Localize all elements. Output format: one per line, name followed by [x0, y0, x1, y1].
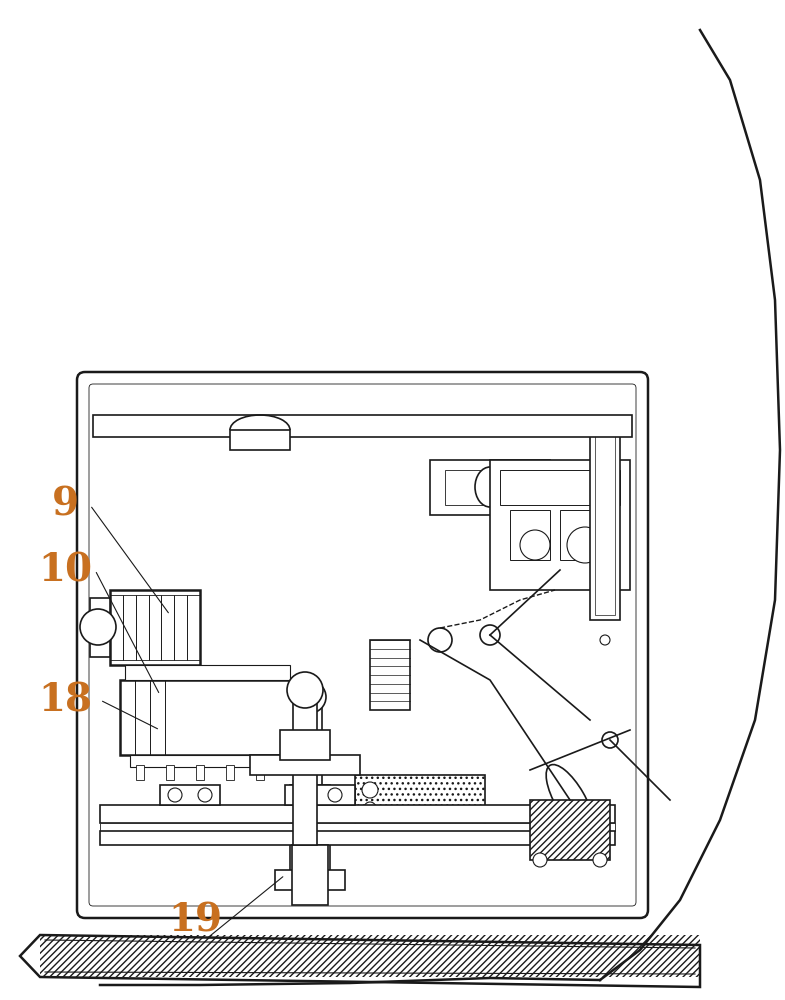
Circle shape — [364, 802, 376, 814]
Bar — [187, 595, 200, 660]
Circle shape — [80, 609, 116, 645]
Bar — [166, 765, 174, 780]
Polygon shape — [20, 935, 700, 987]
Bar — [280, 730, 330, 760]
Circle shape — [298, 788, 312, 802]
Bar — [530, 800, 610, 860]
Circle shape — [328, 788, 342, 802]
Circle shape — [480, 625, 500, 645]
Bar — [160, 785, 220, 805]
Circle shape — [294, 681, 326, 713]
Text: 10: 10 — [38, 551, 92, 589]
Circle shape — [362, 782, 378, 798]
Bar — [130, 755, 285, 767]
Circle shape — [593, 853, 607, 867]
Bar — [90, 598, 110, 657]
Bar — [595, 425, 615, 615]
Bar — [500, 470, 620, 505]
Circle shape — [520, 530, 550, 560]
Circle shape — [168, 788, 182, 802]
Ellipse shape — [546, 765, 593, 835]
Bar — [293, 690, 317, 845]
Bar — [560, 510, 610, 560]
Bar — [445, 470, 535, 505]
Bar — [196, 765, 204, 780]
Text: 19: 19 — [168, 901, 222, 939]
Circle shape — [567, 527, 603, 563]
Bar — [370, 640, 410, 710]
Circle shape — [602, 732, 618, 748]
Bar — [590, 420, 620, 620]
Bar — [93, 415, 632, 437]
Bar — [285, 785, 355, 805]
Bar — [40, 935, 700, 977]
Bar — [250, 755, 360, 775]
Bar — [100, 831, 615, 845]
Text: 18: 18 — [38, 681, 92, 719]
Bar — [136, 595, 148, 660]
Bar — [100, 805, 615, 823]
Bar — [510, 510, 550, 560]
Bar — [490, 460, 630, 590]
Bar — [290, 785, 330, 885]
Bar — [530, 800, 610, 860]
Bar — [430, 460, 550, 515]
Ellipse shape — [475, 467, 505, 507]
Bar — [123, 595, 136, 660]
Bar — [148, 595, 162, 660]
Bar — [298, 705, 322, 785]
Bar — [120, 680, 295, 755]
Circle shape — [600, 635, 610, 645]
Circle shape — [287, 672, 323, 708]
Bar — [226, 765, 234, 780]
Bar — [100, 823, 615, 831]
Bar — [275, 870, 345, 890]
Circle shape — [198, 788, 212, 802]
FancyBboxPatch shape — [77, 372, 648, 918]
Text: 9: 9 — [52, 486, 78, 524]
Bar — [174, 595, 187, 660]
Bar — [256, 765, 264, 780]
Bar — [110, 590, 200, 665]
Bar — [125, 665, 290, 680]
Bar — [110, 595, 123, 660]
Bar — [230, 430, 290, 450]
Bar — [292, 845, 328, 905]
Bar — [162, 595, 174, 660]
Bar — [355, 775, 485, 835]
Bar — [136, 765, 144, 780]
Circle shape — [428, 628, 452, 652]
Circle shape — [533, 853, 547, 867]
